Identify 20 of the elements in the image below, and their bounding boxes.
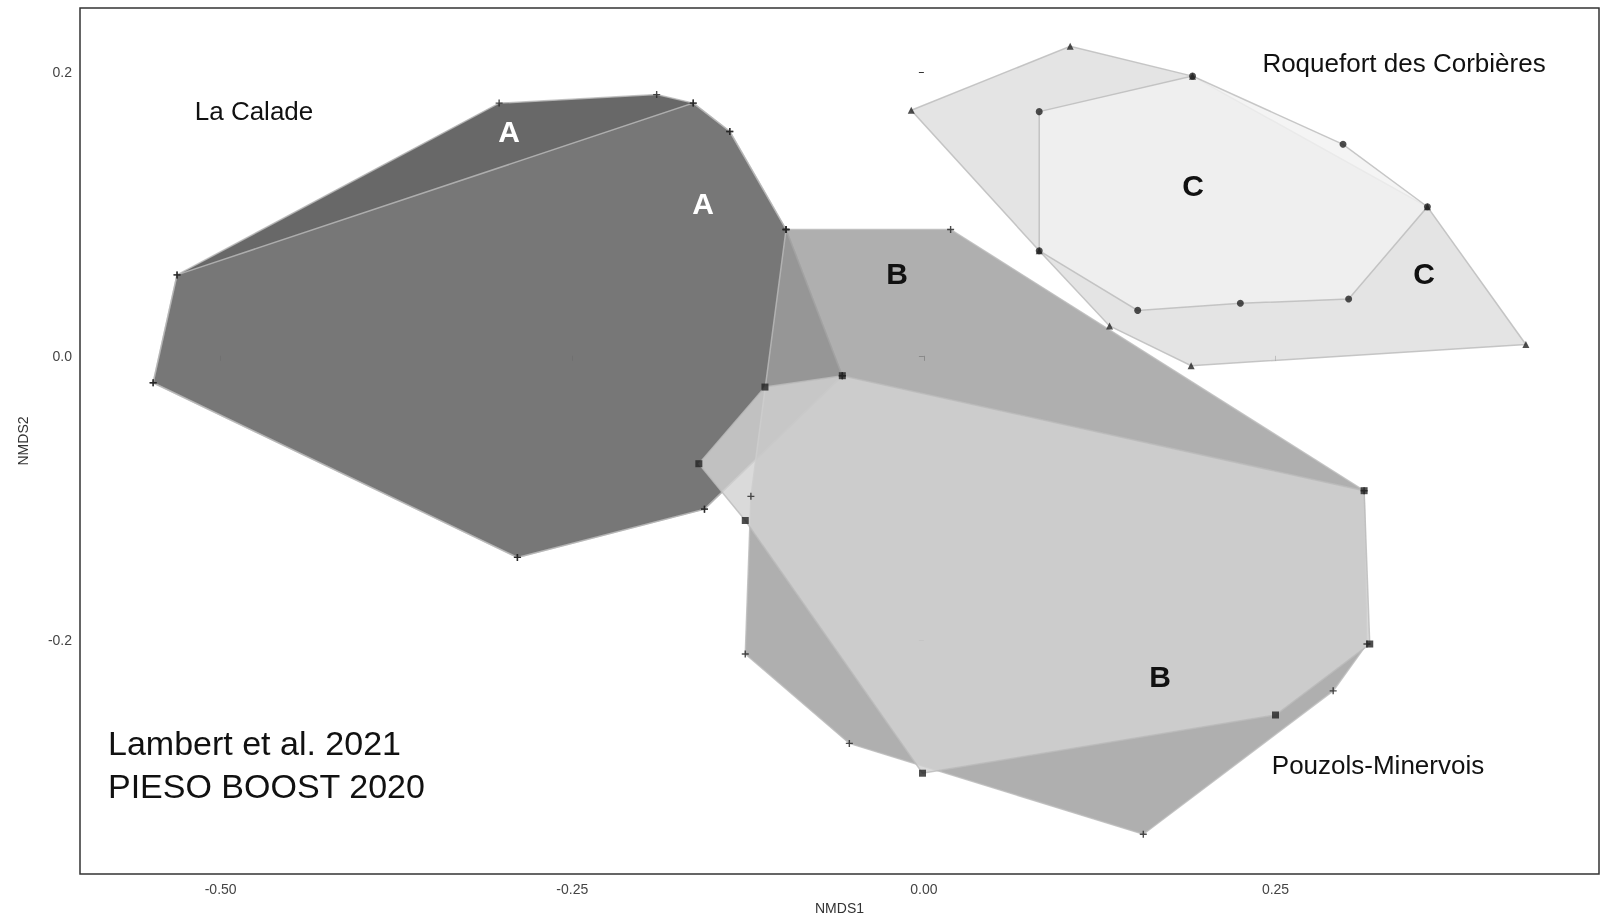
- annotation: Pouzols-Minervois: [1271, 750, 1485, 780]
- y-axis-title: NMDS2: [15, 416, 31, 466]
- annotation: C: [1413, 256, 1435, 290]
- x-tick-label: 0.00: [910, 881, 938, 897]
- x-axis-title: NMDS1: [814, 899, 865, 916]
- y-tick-label: 0.0: [52, 347, 73, 364]
- annotation: PIESO BOOST 2020: [108, 767, 425, 805]
- x-tick-label: -0.25: [556, 881, 589, 897]
- y-tick-label: 0.2: [52, 63, 73, 80]
- x-tick-label: 0.25: [1261, 881, 1290, 897]
- annotation: C: [1182, 168, 1204, 202]
- annotation: A: [498, 114, 520, 148]
- annotation: B: [1149, 659, 1171, 693]
- annotation: Roquefort des Corbières: [1262, 48, 1546, 78]
- annotation: La Calade: [194, 96, 314, 126]
- x-tick-label: -0.50: [204, 881, 237, 897]
- y-tick-label: -0.2: [47, 631, 73, 648]
- annotation: Lambert et al. 2021: [108, 724, 401, 762]
- annotation: A: [692, 186, 714, 220]
- annotation: B: [886, 256, 908, 290]
